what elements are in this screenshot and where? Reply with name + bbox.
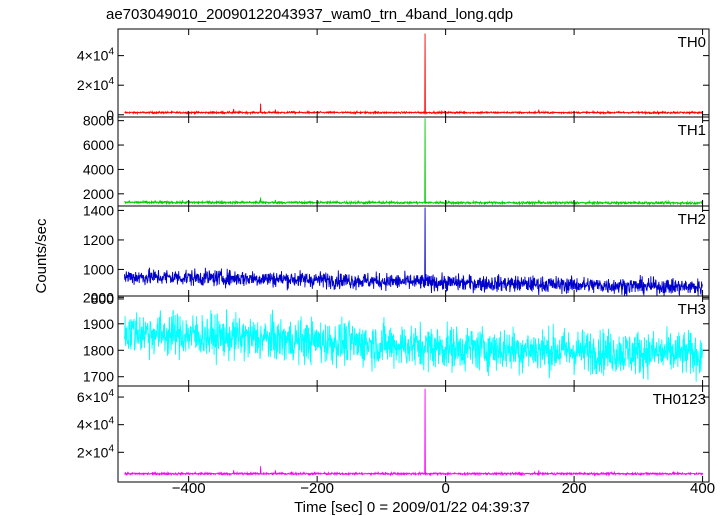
panel-frame bbox=[117, 385, 710, 483]
y-tick-label: 2000 bbox=[83, 289, 114, 305]
y-tick-label: 6000 bbox=[83, 137, 114, 153]
panel-label: TH1 bbox=[678, 122, 706, 139]
x-tick-label: −400 bbox=[172, 480, 206, 497]
y-tick-label: 2×104 bbox=[77, 76, 115, 93]
series-th0123 bbox=[124, 388, 704, 477]
panel-label: TH0 bbox=[678, 34, 706, 51]
panels-group: 0 2×104 4×104 TH0 2000 4000 6000 8000 TH1 800 1000… bbox=[77, 28, 710, 483]
panel-th2: 800 1000 1200 1400 TH2 bbox=[83, 202, 710, 307]
y-tick-label: 1000 bbox=[83, 261, 114, 277]
chart-title: ae703049010_20090122043937_wam0_trn_4ban… bbox=[106, 6, 513, 23]
panel-th0: 0 2×104 4×104 TH0 bbox=[77, 28, 710, 123]
y-tick-label: 2000 bbox=[83, 186, 114, 202]
x-axis-label: Time [sec] 0 = 2009/01/22 04:39:37 bbox=[294, 499, 530, 516]
y-tick-label: 1400 bbox=[83, 202, 114, 218]
y-tick-label: 6×104 bbox=[77, 388, 115, 405]
y-tick-label: 4000 bbox=[83, 161, 114, 177]
series-th0 bbox=[124, 33, 703, 116]
x-tick-label: 0 bbox=[441, 480, 449, 497]
y-tick-label: 800 bbox=[91, 291, 115, 307]
panel-label: TH3 bbox=[678, 301, 706, 318]
series-th1 bbox=[124, 118, 704, 206]
y-tick-label: 1900 bbox=[83, 316, 114, 332]
y-tick-label: 4×104 bbox=[77, 416, 115, 433]
y-tick-label: 1200 bbox=[83, 232, 114, 248]
panel-frame bbox=[117, 28, 710, 118]
y-tick-label: 1700 bbox=[83, 369, 114, 385]
x-tick-label: 200 bbox=[562, 480, 587, 497]
y-tick-label: 4×104 bbox=[77, 47, 115, 64]
series-th2 bbox=[123, 207, 703, 296]
x-axis: −400 −200 0 200 400 bbox=[172, 480, 715, 497]
x-tick-label: 400 bbox=[690, 480, 715, 497]
panel-th1: 2000 4000 6000 8000 TH1 bbox=[83, 113, 710, 207]
x-tick-label: −200 bbox=[300, 480, 334, 497]
series-th3 bbox=[123, 309, 704, 382]
panel-frame bbox=[117, 116, 710, 207]
panel-label: TH0123 bbox=[653, 391, 706, 408]
y-tick-label: 8000 bbox=[83, 113, 114, 129]
y-tick-label: 1800 bbox=[83, 342, 114, 358]
y-tick-label: 0 bbox=[106, 107, 114, 123]
y-axis-label: Counts/sec bbox=[33, 218, 50, 294]
panel-label: TH2 bbox=[678, 211, 706, 228]
panel-th0123: 2×104 4×104 6×104 TH0123 bbox=[77, 385, 710, 483]
y-tick-label: 2×104 bbox=[77, 443, 115, 460]
panel-th3: 1700 1800 1900 2000 TH3 bbox=[83, 289, 710, 387]
